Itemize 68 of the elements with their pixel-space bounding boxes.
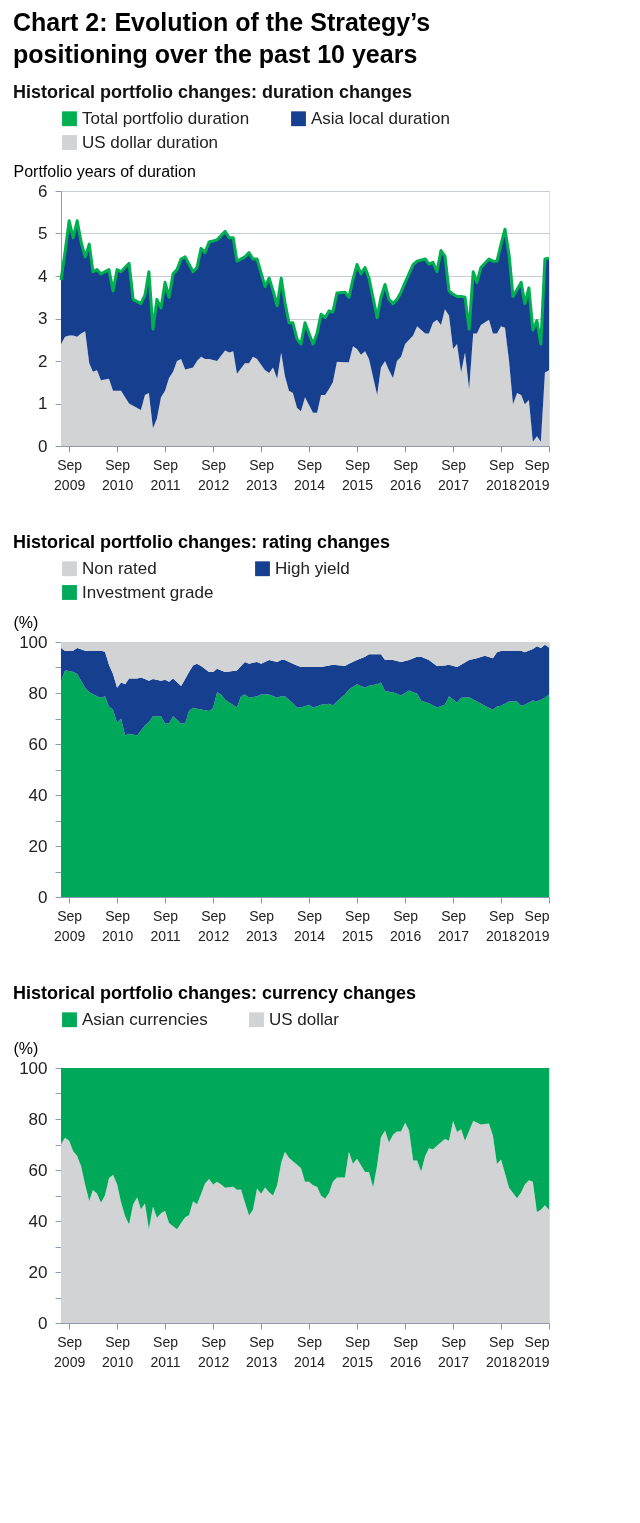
- x-tick-label: Sep 2011: [150, 456, 181, 493]
- x-tick-label: Sep 2016: [390, 456, 422, 493]
- y-tick-label: 6: [38, 181, 48, 201]
- x-tick-label: Sep 2011: [150, 1333, 181, 1370]
- x-tick-label: Sep 2016: [390, 907, 422, 944]
- legend-label: US dollar: [269, 1009, 340, 1029]
- x-tick-label: Sep 2009: [54, 456, 86, 493]
- x-tick-label: Sep 2010: [102, 456, 134, 493]
- x-tick-label: Sep 2010: [102, 907, 134, 944]
- legend-label: Investment grade: [82, 582, 214, 602]
- y-tick-label: 20: [28, 836, 48, 856]
- x-tick-label: Sep 2015: [341, 907, 374, 944]
- x-tick-label: Sep 2012: [198, 456, 230, 493]
- chart-subtitle: Historical portfolio changes: duration changes: [13, 82, 413, 102]
- x-tick-label: Sep 2012: [198, 907, 230, 944]
- y-tick-label: 0: [38, 887, 48, 907]
- y-axis-title: (%): [13, 613, 39, 631]
- x-tick-label: Sep 2009: [54, 907, 86, 944]
- x-tick-label: Sep 2013: [246, 456, 278, 493]
- y-tick-label: 80: [28, 1109, 48, 1129]
- x-tick-label: Sep 2019: [518, 456, 550, 493]
- x-tick-label: Sep 2009: [54, 1333, 86, 1370]
- y-tick-label: 60: [28, 734, 48, 754]
- y-tick-label: 1: [38, 394, 48, 413]
- x-tick-label: Sep 2015: [341, 456, 374, 493]
- x-tick-label: Sep 2013: [246, 907, 278, 944]
- x-tick-label: Sep 2017: [438, 456, 470, 493]
- y-tick-label: 80: [28, 683, 48, 703]
- y-tick-label: 40: [28, 785, 48, 805]
- x-tick-label: Sep 2010: [102, 1333, 134, 1370]
- line-series: [59, 219, 551, 346]
- y-tick-label: 2: [38, 351, 48, 371]
- x-tick-label: Sep 2013: [246, 1333, 278, 1370]
- legend-label: Non rated: [82, 558, 157, 578]
- y-tick-label: 20: [28, 1262, 48, 1282]
- x-tick-label: Sep 2014: [294, 456, 326, 493]
- legend-label: Asia local duration: [311, 108, 450, 128]
- y-tick-label: 0: [38, 1313, 48, 1333]
- x-tick-label: Sep 2014: [294, 1333, 326, 1370]
- y-tick-label: 3: [38, 309, 48, 328]
- y-tick-label: 60: [28, 1160, 48, 1180]
- x-tick-label: Sep 2019: [518, 1333, 550, 1370]
- x-tick-label: Sep 2017: [438, 907, 470, 944]
- legend-label: US dollar duration: [82, 132, 219, 152]
- legend-label: Asian currencies: [82, 1009, 208, 1029]
- x-tick-label: Sep 2018: [485, 907, 518, 944]
- y-tick-label: 0: [38, 436, 48, 456]
- x-tick-label: Sep 2014: [294, 907, 326, 944]
- y-axis-title: Portfolio years of duration: [13, 162, 196, 180]
- chart-title: Historical portfolio changes: currency changes: [13, 983, 417, 1003]
- chart-title: Chart 2: Evolution of the Strategy’s positioning over the past 10 years: [13, 8, 431, 68]
- x-tick-label: Sep 2019: [518, 907, 550, 944]
- legend-label: Total portfolio duration: [82, 108, 250, 128]
- legend-label: High yield: [275, 558, 350, 578]
- y-tick-label: 40: [28, 1211, 48, 1231]
- y-axis-title: (%): [13, 1039, 39, 1057]
- x-tick-label: Sep 2016: [390, 1333, 422, 1370]
- x-tick-label: Sep 2018: [485, 1333, 518, 1370]
- y-tick-label: 5: [38, 224, 48, 243]
- x-tick-label: Sep 2017: [438, 1333, 470, 1370]
- x-tick-label: Sep 2012: [198, 1333, 230, 1370]
- x-tick-label: Sep 2011: [150, 907, 181, 944]
- y-tick-label: 100: [19, 632, 48, 652]
- y-tick-label: 100: [19, 1058, 48, 1078]
- x-tick-label: Sep 2018: [485, 456, 518, 493]
- chart-title: Historical portfolio changes: rating changes: [13, 532, 391, 552]
- x-tick-label: Sep 2015: [341, 1333, 374, 1370]
- y-tick-label: 4: [38, 266, 48, 286]
